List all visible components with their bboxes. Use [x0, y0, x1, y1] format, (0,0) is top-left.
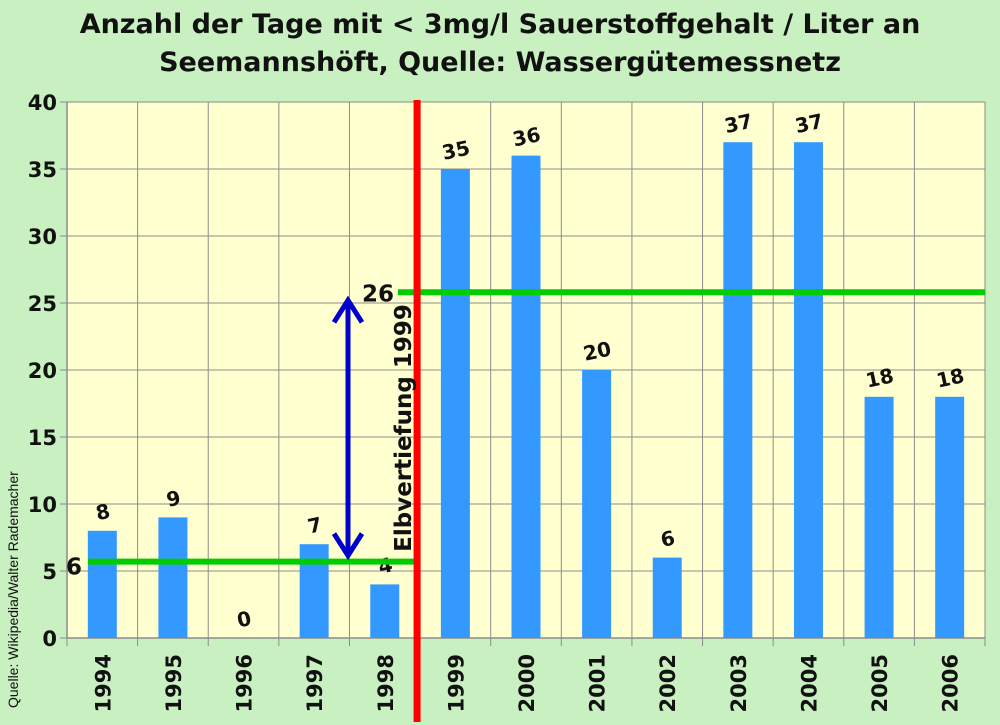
bar-1999	[440, 169, 470, 638]
bar-2002	[652, 557, 682, 638]
data-label-2005: 18	[864, 363, 896, 392]
source-credit: Quelle: Wikipedia/Walter Rademacher	[5, 471, 21, 708]
bar-2000	[511, 155, 541, 638]
bar-2004	[793, 142, 823, 638]
x-tick-label-2002: 2002	[656, 654, 680, 712]
chart-title-line-2: Seemannshöft, Quelle: Wassergütemessnetz	[159, 47, 841, 78]
y-tick-label: 25	[28, 292, 57, 316]
data-label-2006: 18	[934, 363, 966, 392]
x-tick-label-2000: 2000	[515, 654, 539, 712]
data-label-1995: 9	[164, 485, 183, 511]
data-label-2000: 36	[510, 122, 542, 151]
data-label-1999: 35	[440, 136, 472, 165]
data-label-2001: 20	[581, 337, 613, 366]
y-tick-label: 35	[28, 158, 57, 182]
x-tick-label-1998: 1998	[374, 654, 398, 712]
bar-1995	[158, 517, 188, 638]
x-tick-label-1994: 1994	[91, 654, 115, 712]
y-tick-label: 10	[28, 493, 57, 517]
bar-2006	[935, 396, 965, 638]
difference-arrow-head-up	[331, 295, 365, 324]
mean-after-label: 26	[362, 281, 394, 307]
bar-2005	[864, 396, 894, 638]
bar-2001	[582, 370, 612, 638]
y-tick-label: 20	[28, 359, 57, 383]
x-tick-label-2005: 2005	[868, 654, 892, 712]
x-tick-label-1995: 1995	[162, 654, 186, 712]
data-label-1994: 8	[94, 499, 113, 525]
bar-1994	[87, 530, 117, 638]
bar-1998	[370, 584, 400, 638]
y-tick-label: 40	[28, 91, 57, 115]
chart-title-line-1: Anzahl der Tage mit < 3mg/l Sauerstoffge…	[79, 9, 921, 40]
bar-2003	[723, 142, 753, 638]
source-credit-text: Quelle: Wikipedia/Walter Rademacher	[5, 471, 21, 708]
data-label-2003: 37	[722, 109, 754, 138]
difference-arrow-head-down	[331, 532, 365, 561]
x-tick-label-1996: 1996	[233, 654, 257, 712]
x-tick-label-1999: 1999	[444, 654, 468, 712]
bar-1997	[299, 544, 329, 638]
mean-before-label: 6	[66, 555, 82, 581]
data-label-2004: 37	[793, 109, 825, 138]
event-label: Elbvertiefung 1999	[391, 304, 417, 552]
data-label-2002: 6	[658, 526, 677, 552]
x-tick-label-2001: 2001	[586, 654, 610, 712]
data-label-1997: 7	[305, 512, 324, 538]
x-tick-label-2006: 2006	[939, 654, 963, 712]
y-tick-label: 0	[42, 627, 57, 651]
y-tick-label: 15	[28, 426, 57, 450]
data-label-1996: 0	[235, 606, 254, 632]
y-tick-label: 30	[28, 225, 57, 249]
x-tick-label-1997: 1997	[303, 654, 327, 712]
y-tick-label: 5	[42, 560, 57, 584]
chart-title: Anzahl der Tage mit < 3mg/l Sauerstoffge…	[0, 6, 1000, 82]
x-tick-label-2003: 2003	[727, 654, 751, 712]
x-tick-label-2004: 2004	[797, 654, 821, 712]
